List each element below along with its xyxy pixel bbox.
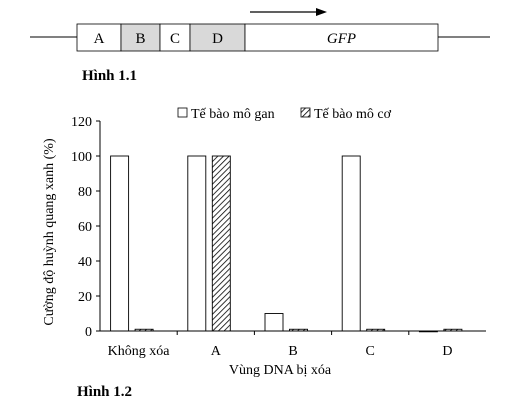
- construct-segment-b: [120, 23, 161, 52]
- bar-liver: [341, 155, 361, 332]
- construct-segment-label: A: [94, 31, 105, 47]
- construct-segment-d: [189, 23, 246, 52]
- legend: Tế bào mô gan Tế bào mô cơ: [177, 107, 392, 122]
- bar-liver: [264, 313, 284, 332]
- legend-swatch-liver: [177, 107, 188, 118]
- construct-segment-label: D: [212, 31, 223, 47]
- x-axis-label: Vùng DNA bị xóa: [229, 363, 332, 378]
- construct-segment-c: [159, 23, 191, 52]
- y-tick-label: 60: [78, 220, 92, 235]
- figure-1-1-caption: Hình 1.1: [82, 68, 137, 84]
- legend-label-muscle: Tế bào mô cơ: [314, 107, 392, 122]
- bars: [110, 155, 463, 333]
- bar-liver: [110, 155, 130, 332]
- y-tick-label: 80: [78, 185, 92, 200]
- y-tick-label: 20: [78, 290, 92, 305]
- y-tick-label: 40: [78, 255, 92, 270]
- bar-muscle: [211, 155, 231, 332]
- x-tick-label: Không xóa: [108, 344, 171, 359]
- transcription-arrow-head: [316, 8, 327, 16]
- legend-label-liver: Tế bào mô gan: [191, 107, 275, 122]
- construct-segment-label: C: [170, 31, 180, 47]
- bar-chart: Cường độ huỳnh quang xanh (%) 0 20 40 60 80 1…: [42, 107, 486, 378]
- construct-segment-gfp: [244, 23, 439, 52]
- gene-construct: A B C D GFP: [30, 8, 490, 52]
- x-tick-label: B: [288, 344, 297, 359]
- x-axis-ticks: Không xóa A B C D: [108, 331, 452, 359]
- x-tick-label: D: [442, 344, 452, 359]
- y-axis-label: Cường độ huỳnh quang xanh (%): [42, 138, 57, 326]
- construct-segment-label: B: [135, 31, 145, 47]
- y-tick-label: 100: [71, 150, 92, 165]
- construct-segment-label: GFP: [327, 31, 356, 47]
- bar-liver: [187, 155, 207, 332]
- y-axis-ticks: 0 20 40 60 80 100 120: [71, 115, 100, 340]
- y-tick-label: 120: [71, 115, 92, 130]
- y-tick-label: 0: [85, 325, 92, 340]
- legend-swatch-muscle: [300, 107, 311, 118]
- figure-1-2-caption: Hình 1.2: [77, 384, 132, 400]
- x-tick-label: A: [211, 344, 222, 359]
- x-tick-label: C: [366, 344, 375, 359]
